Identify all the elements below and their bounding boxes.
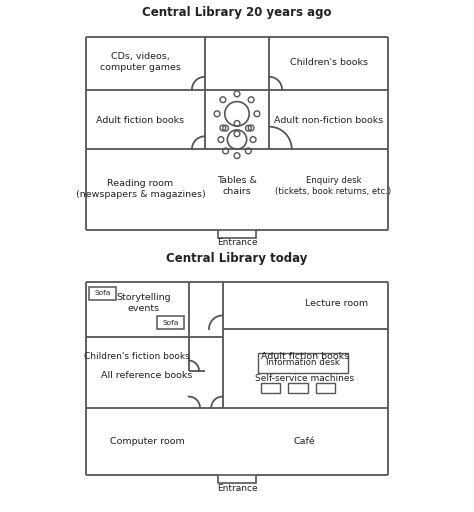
Text: CDs, videos,
computer games: CDs, videos, computer games — [100, 52, 181, 72]
Text: Children's fiction books: Children's fiction books — [84, 352, 190, 361]
Text: Reading room
(newspapers & magazines): Reading room (newspapers & magazines) — [75, 179, 205, 200]
FancyBboxPatch shape — [156, 316, 184, 329]
Text: Café: Café — [294, 437, 316, 446]
Bar — [218, 476, 256, 483]
Text: Children's books: Children's books — [290, 58, 368, 67]
Text: Storytelling
events: Storytelling events — [116, 293, 171, 313]
Bar — [316, 383, 335, 393]
Bar — [289, 383, 308, 393]
Text: Information desk: Information desk — [266, 358, 340, 367]
Text: Entrance: Entrance — [217, 238, 257, 247]
Text: Computer room: Computer room — [109, 437, 184, 446]
Text: Tables &
chairs: Tables & chairs — [217, 176, 257, 196]
Text: Sofa: Sofa — [162, 319, 178, 326]
FancyBboxPatch shape — [257, 353, 348, 373]
Text: Self-service machines: Self-service machines — [255, 374, 354, 383]
Text: Lecture room: Lecture room — [305, 298, 368, 308]
Text: Adult non-fiction books: Adult non-fiction books — [274, 116, 383, 125]
Text: All reference books: All reference books — [101, 371, 192, 380]
Title: Central Library 20 years ago: Central Library 20 years ago — [142, 6, 332, 19]
Text: Entrance: Entrance — [217, 484, 257, 493]
FancyBboxPatch shape — [89, 287, 116, 300]
Bar — [261, 383, 281, 393]
Text: Enquiry desk
(tickets, book returns, etc.): Enquiry desk (tickets, book returns, etc… — [275, 176, 392, 196]
Text: Adult fiction books: Adult fiction books — [96, 116, 184, 125]
Text: Sofa: Sofa — [94, 290, 111, 296]
Text: Adult fiction books: Adult fiction books — [261, 352, 349, 361]
Bar — [218, 230, 256, 238]
Title: Central Library today: Central Library today — [166, 252, 308, 265]
